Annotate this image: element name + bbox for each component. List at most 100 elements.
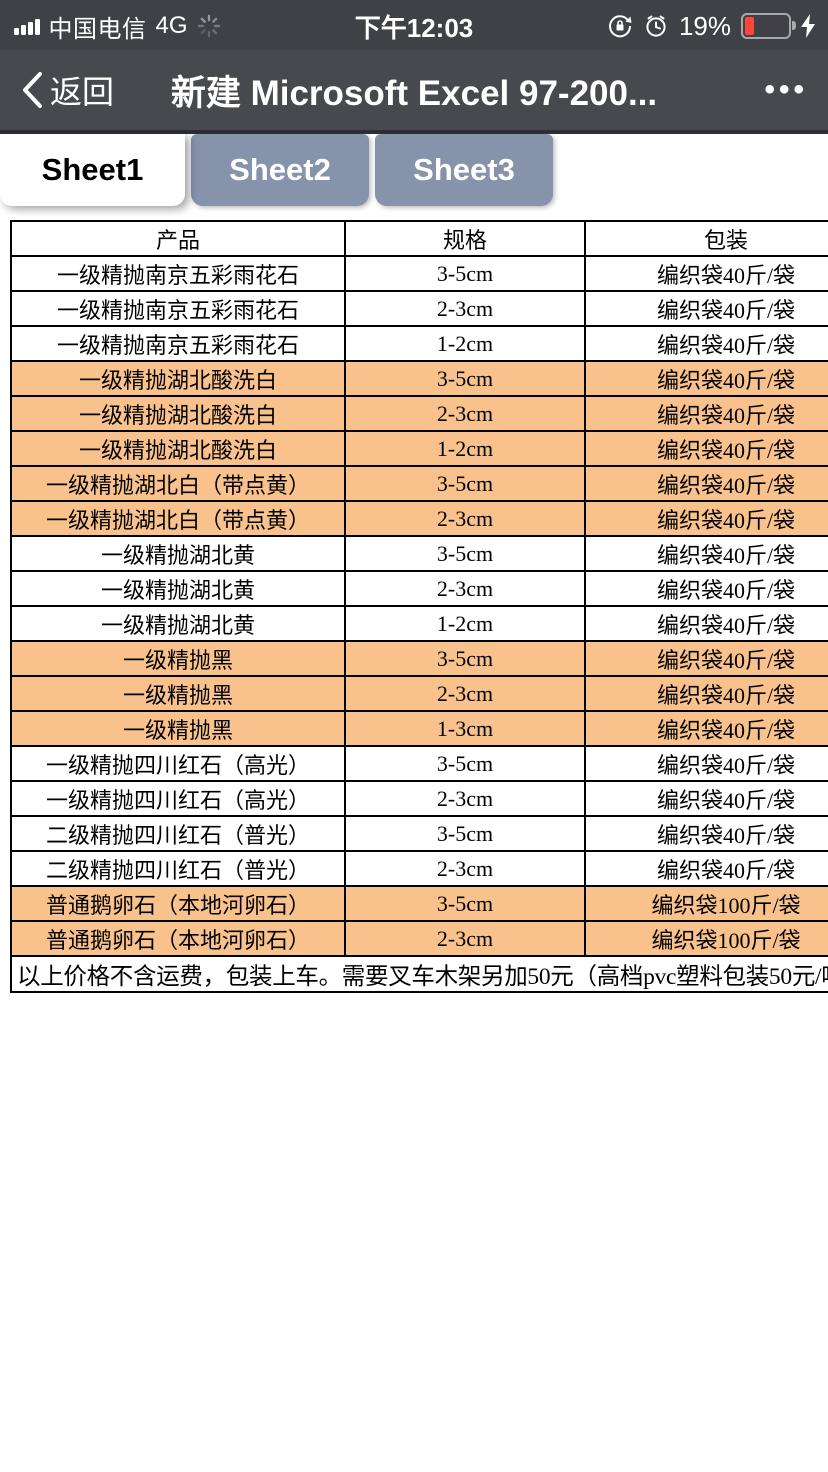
battery-percent-label: 19%	[678, 10, 731, 41]
table-row: 二级精抛四川红石（普光） 3-5cm 编织袋40斤/袋	[10, 815, 828, 852]
spreadsheet-view: 产品 规格 包装 一级精抛南京五彩雨花石 3-5cm 编织袋40斤/袋 一级精抛南京五…	[10, 220, 828, 993]
product-cell: 二级精抛四川红石（普光）	[10, 815, 346, 852]
table-row: 一级精抛南京五彩雨花石 1-2cm 编织袋40斤/袋	[10, 325, 828, 362]
header-row: 产品 规格 包装	[10, 220, 828, 257]
tab-sheet2[interactable]: Sheet2	[191, 134, 369, 206]
charging-bolt-icon	[801, 14, 816, 38]
spec-cell: 1-2cm	[344, 325, 586, 362]
network-label: 4G	[155, 12, 188, 39]
spec-cell: 2-3cm	[344, 850, 586, 887]
product-cell: 一级精抛湖北酸洗白	[10, 360, 346, 397]
spec-cell: 2-3cm	[344, 920, 586, 957]
pack-cell: 编织袋40斤/袋	[584, 780, 828, 817]
column-header-pack: 包装	[584, 220, 828, 257]
footer-note: 以上价格不含运费，包装上车。需要叉车木架另加50元（高档pvc塑料包装50元/吨	[10, 955, 828, 993]
pack-cell: 编织袋100斤/袋	[584, 920, 828, 957]
page-title: 新建 Microsoft Excel 97-200...	[170, 73, 658, 113]
spec-cell: 3-5cm	[344, 745, 586, 782]
table-row: 一级精抛南京五彩雨花石 2-3cm 编织袋40斤/袋	[10, 290, 828, 327]
spec-cell: 2-3cm	[344, 570, 586, 607]
product-cell: 一级精抛四川红石（高光）	[10, 745, 346, 782]
pack-cell: 编织袋40斤/袋	[584, 675, 828, 712]
price-table: 产品 规格 包装 一级精抛南京五彩雨花石 3-5cm 编织袋40斤/袋 一级精抛南京五…	[10, 220, 828, 993]
product-cell: 一级精抛湖北黄	[10, 570, 346, 607]
pack-cell: 编织袋40斤/袋	[584, 570, 828, 607]
pack-cell: 编织袋40斤/袋	[584, 430, 828, 467]
table-row: 一级精抛湖北黄 1-2cm 编织袋40斤/袋	[10, 605, 828, 642]
product-cell: 一级精抛南京五彩雨花石	[10, 325, 346, 362]
pack-cell: 编织袋40斤/袋	[584, 325, 828, 362]
product-cell: 普通鹅卵石（本地河卵石）	[10, 920, 346, 957]
table-row: 一级精抛湖北酸洗白 3-5cm 编织袋40斤/袋	[10, 360, 828, 397]
spec-cell: 2-3cm	[344, 290, 586, 327]
product-cell: 普通鹅卵石（本地河卵石）	[10, 885, 346, 922]
table-row: 一级精抛湖北黄 2-3cm 编织袋40斤/袋	[10, 570, 828, 607]
spec-cell: 1-2cm	[344, 430, 586, 467]
carrier-label: 中国电信	[48, 15, 147, 43]
back-chevron-icon	[20, 71, 44, 109]
tab-sheet3[interactable]: Sheet3	[375, 134, 553, 206]
signal-icon	[14, 17, 40, 36]
table-row: 一级精抛湖北白（带点黄） 3-5cm 编织袋40斤/袋	[10, 465, 828, 502]
pack-cell: 编织袋40斤/袋	[584, 360, 828, 397]
table-row: 一级精抛黑 1-3cm 编织袋40斤/袋	[10, 710, 828, 747]
product-cell: 一级精抛黑	[10, 640, 346, 677]
table-row: 一级精抛四川红石（高光） 3-5cm 编织袋40斤/袋	[10, 745, 828, 782]
footer-row: 以上价格不含运费，包装上车。需要叉车木架另加50元（高档pvc塑料包装50元/吨	[10, 955, 828, 993]
table-row: 一级精抛黑 2-3cm 编织袋40斤/袋	[10, 675, 828, 712]
pack-cell: 编织袋40斤/袋	[584, 815, 828, 852]
back-button[interactable]: 返回	[20, 67, 114, 113]
table-row: 二级精抛四川红石（普光） 2-3cm 编织袋40斤/袋	[10, 850, 828, 887]
product-cell: 一级精抛湖北黄	[10, 605, 346, 642]
pack-cell: 编织袋40斤/袋	[584, 500, 828, 537]
table-row: 一级精抛湖北黄 3-5cm 编织袋40斤/袋	[10, 535, 828, 572]
product-cell: 一级精抛湖北酸洗白	[10, 430, 346, 467]
product-cell: 一级精抛湖北白（带点黄）	[10, 500, 346, 537]
pack-cell: 编织袋40斤/袋	[584, 465, 828, 502]
pack-cell: 编织袋40斤/袋	[584, 290, 828, 327]
pack-cell: 编织袋40斤/袋	[584, 535, 828, 572]
sheet-tab-bar: Sheet1 Sheet2 Sheet3	[0, 134, 828, 206]
spec-cell: 3-5cm	[344, 465, 586, 502]
spinner-icon	[197, 14, 221, 38]
spec-cell: 3-5cm	[344, 640, 586, 677]
product-cell: 一级精抛湖北白（带点黄）	[10, 465, 346, 502]
nav-bar: 新建 Microsoft Excel 97-200... 返回 •••	[0, 50, 828, 134]
back-button-label: 返回	[50, 74, 115, 110]
pack-cell: 编织袋40斤/袋	[584, 605, 828, 642]
spec-cell: 3-5cm	[344, 535, 586, 572]
rotation-lock-icon	[607, 13, 633, 39]
table-row: 一级精抛湖北白（带点黄） 2-3cm 编织袋40斤/袋	[10, 500, 828, 537]
product-cell: 一级精抛四川红石（高光）	[10, 780, 346, 817]
clock-time: 下午12:03	[354, 12, 474, 43]
spec-cell: 3-5cm	[344, 885, 586, 922]
pack-cell: 编织袋40斤/袋	[584, 745, 828, 782]
top-chrome: 中国电信 4G 下午12:03	[0, 0, 828, 134]
alarm-icon	[643, 13, 669, 39]
spec-cell: 3-5cm	[344, 255, 586, 292]
product-cell: 一级精抛南京五彩雨花石	[10, 255, 346, 292]
spec-cell: 2-3cm	[344, 500, 586, 537]
column-header-spec: 规格	[344, 220, 586, 257]
product-cell: 一级精抛湖北黄	[10, 535, 346, 572]
spec-cell: 1-3cm	[344, 710, 586, 747]
table-row: 一级精抛湖北酸洗白 2-3cm 编织袋40斤/袋	[10, 395, 828, 432]
product-cell: 二级精抛四川红石（普光）	[10, 850, 346, 887]
spec-cell: 3-5cm	[344, 360, 586, 397]
spec-cell: 2-3cm	[344, 675, 586, 712]
spec-cell: 1-2cm	[344, 605, 586, 642]
product-cell: 一级精抛南京五彩雨花石	[10, 290, 346, 327]
spec-cell: 2-3cm	[344, 780, 586, 817]
tab-sheet1[interactable]: Sheet1	[0, 134, 185, 206]
pack-cell: 编织袋100斤/袋	[584, 885, 828, 922]
pack-cell: 编织袋40斤/袋	[584, 640, 828, 677]
pack-cell: 编织袋40斤/袋	[584, 710, 828, 747]
table-row: 一级精抛南京五彩雨花石 3-5cm 编织袋40斤/袋	[10, 255, 828, 292]
more-button[interactable]: •••	[764, 73, 808, 106]
spec-cell: 2-3cm	[344, 395, 586, 432]
spec-cell: 3-5cm	[344, 815, 586, 852]
table-row: 普通鹅卵石（本地河卵石） 2-3cm 编织袋100斤/袋	[10, 920, 828, 957]
table-row: 一级精抛黑 3-5cm 编织袋40斤/袋	[10, 640, 828, 677]
pack-cell: 编织袋40斤/袋	[584, 850, 828, 887]
pack-cell: 编织袋40斤/袋	[584, 395, 828, 432]
